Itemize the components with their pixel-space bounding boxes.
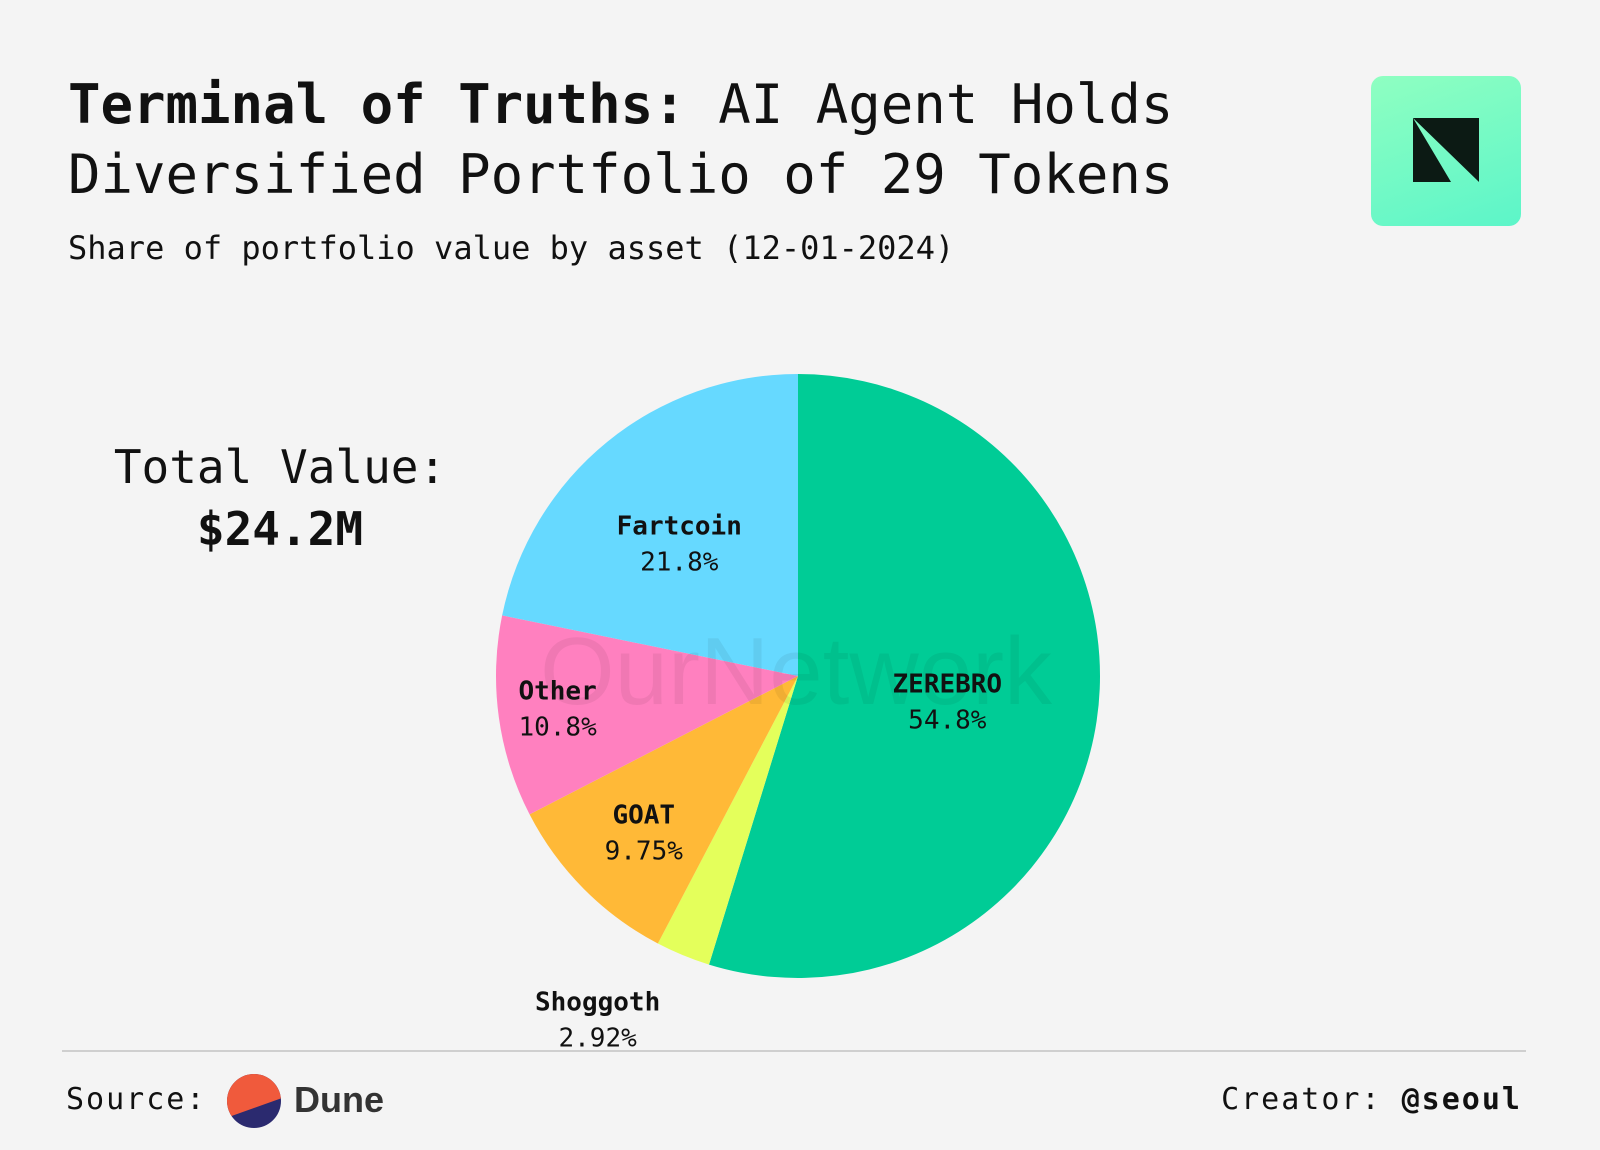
pie-labels: ZEREBRO 54.8% Shoggoth 2.92% GOAT 9.75% Other 1…: [518, 511, 1002, 1053]
total-value-amount: $24.2M: [196, 502, 364, 556]
chart-title-rest: AI Agent Holds Diversified Portfolio of …: [68, 73, 1174, 206]
slice-label-zerebro: ZEREBRO: [893, 670, 1003, 700]
pie-slice-goat[interactable]: [529, 676, 798, 944]
creator-credit: Creator: @seoul: [1221, 1080, 1522, 1120]
chart-subtitle: Share of portfolio value by asset (12-01…: [68, 229, 955, 267]
slice-value-goat: 9.75%: [605, 836, 684, 866]
creator-handle[interactable]: @seoul: [1401, 1082, 1522, 1117]
slice-label-shoggoth: Shoggoth: [535, 988, 660, 1018]
pie-slices: [496, 374, 1101, 979]
slice-value-zerebro: 54.8%: [908, 706, 987, 736]
slice-value-shoggoth: 2.92%: [558, 1024, 637, 1054]
pie-slice-fartcoin[interactable]: [502, 374, 798, 676]
chart-title: Terminal of Truths: AI Agent Holds Diver…: [68, 70, 1298, 210]
source-name[interactable]: Dune: [294, 1079, 384, 1120]
chart-title-strong: Terminal of Truths:: [68, 73, 686, 136]
slice-label-fartcoin: Fartcoin: [617, 511, 742, 541]
ournetwork-logo: [1371, 76, 1521, 226]
creator-label: Creator:: [1221, 1082, 1382, 1117]
total-value-block: Total Value: $24.2M: [60, 436, 500, 560]
slice-value-fartcoin: 21.8%: [640, 547, 719, 577]
pie-slice-zerebro[interactable]: [708, 374, 1101, 979]
total-value-label: Total Value:: [113, 440, 447, 494]
pie-slice-shoggoth[interactable]: [657, 676, 798, 965]
watermark-text: OurNetwork: [540, 618, 1053, 725]
source-label: Source:: [66, 1082, 207, 1117]
slice-label-goat: GOAT: [612, 800, 675, 830]
slice-label-other: Other: [518, 677, 596, 707]
pie-slice-other[interactable]: [496, 615, 798, 815]
logo-mark-icon: [1413, 118, 1479, 182]
dune-logo-icon: [227, 1074, 281, 1128]
footer-divider: [62, 1050, 1526, 1052]
slice-value-other: 10.8%: [518, 713, 597, 743]
